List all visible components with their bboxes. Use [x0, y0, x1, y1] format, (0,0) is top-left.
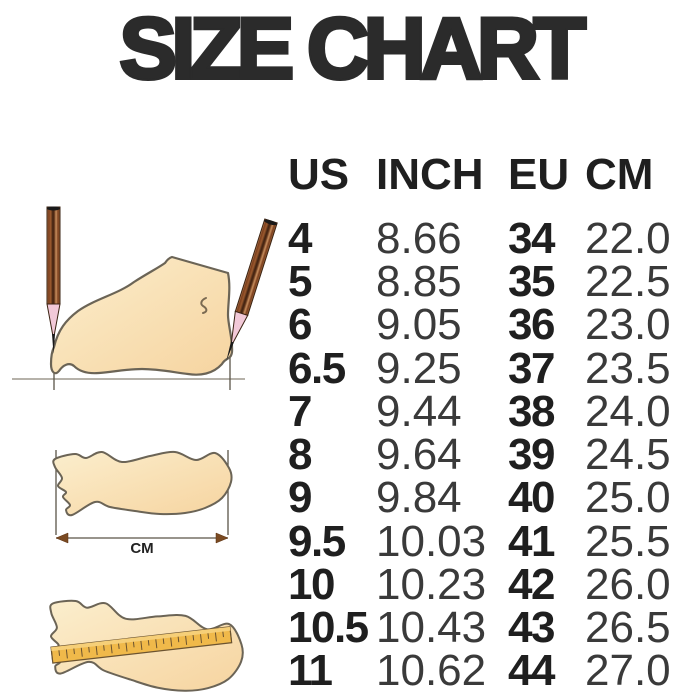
svg-text:CM: CM: [130, 540, 153, 557]
